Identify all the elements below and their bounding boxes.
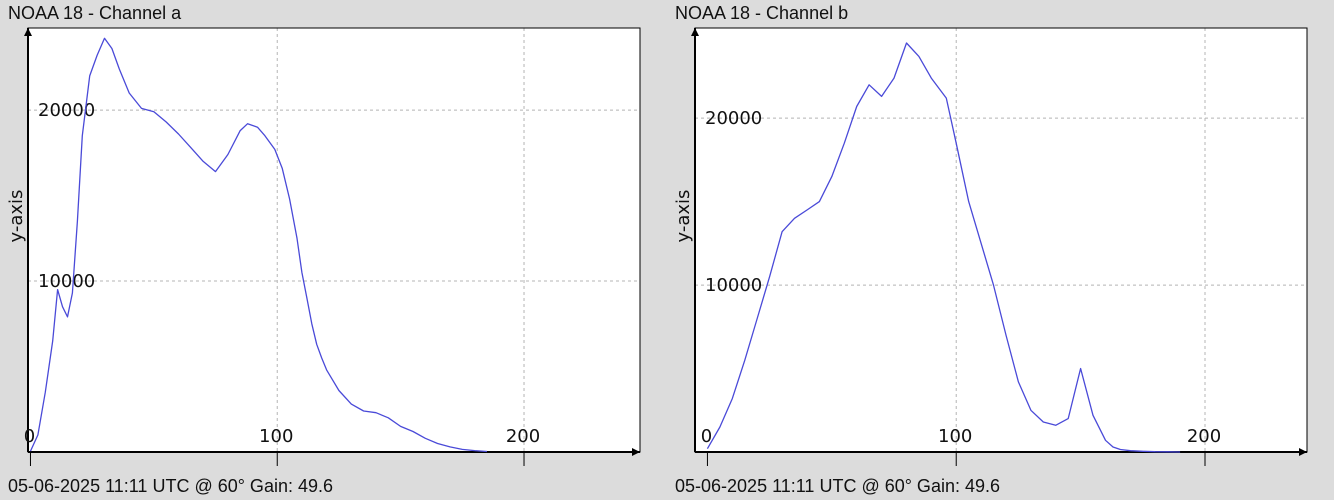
y-axis-label: y-axis [6, 190, 27, 243]
chart-title: NOAA 18 - Channel b [675, 3, 849, 23]
x-tick-label: 0 [701, 426, 712, 447]
x-tick-label: 100 [938, 426, 972, 447]
y-tick-label: 20000 [705, 108, 762, 129]
chart-footer: 05-06-2025 11:11 UTC @ 60° Gain: 49.6 [675, 476, 1000, 496]
y-tick-label: 10000 [705, 275, 762, 296]
y-axis-arrow [24, 28, 32, 36]
chart-panel-b: NOAA 18 - Channel b 0 100 200 10000 20000 y-a… [667, 0, 1334, 500]
series-line [29, 37, 488, 453]
x-axis-arrow [1299, 448, 1307, 456]
x-tick-label: 200 [1187, 426, 1221, 447]
y-tick-label: 10000 [38, 271, 95, 292]
chart-plot: 0 100 200 10000 20000 y-axis [6, 27, 641, 466]
series-line [706, 42, 1181, 453]
chart-footer: 05-06-2025 11:11 UTC @ 60° Gain: 49.6 [8, 476, 333, 496]
y-axis-label: y-axis [673, 190, 694, 243]
chart-panel-a: NOAA 18 - Channel a 0 100 200 10000 20000 y-a… [6, 3, 641, 496]
x-tick-label: 200 [506, 426, 540, 447]
chart-title: NOAA 18 - Channel a [8, 3, 182, 23]
x-axis-arrow [632, 448, 640, 456]
plot-background [28, 28, 640, 452]
plot-background [695, 28, 1307, 452]
chart-plot: 0 100 200 10000 20000 y-axis [673, 27, 1308, 466]
x-tick-label: 0 [24, 426, 35, 447]
x-tick-label: 100 [259, 426, 293, 447]
y-axis-arrow [691, 28, 699, 36]
y-tick-label: 20000 [38, 100, 95, 121]
